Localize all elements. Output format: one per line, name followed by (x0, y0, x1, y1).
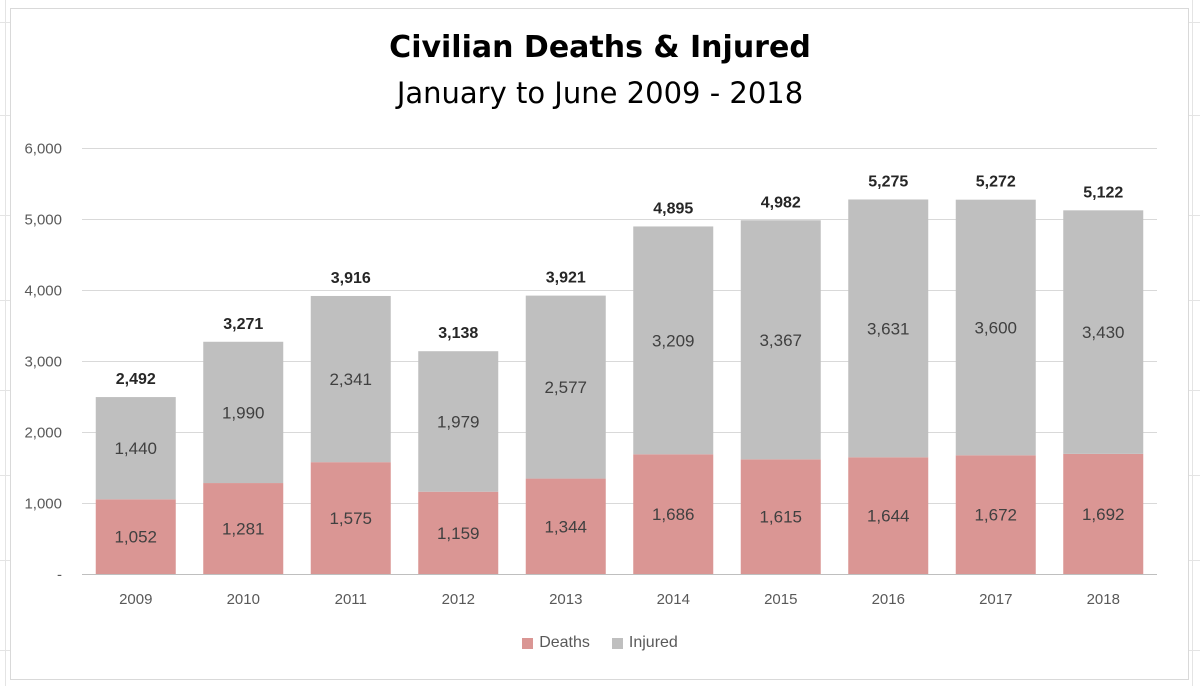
data-label-deaths: 1,615 (759, 508, 802, 527)
total-label: 3,916 (331, 270, 371, 287)
data-label-deaths: 1,692 (1082, 505, 1125, 524)
x-tick-label: 2018 (1087, 591, 1120, 608)
data-label-deaths: 1,344 (544, 517, 587, 536)
y-tick-label: 3,000 (24, 354, 62, 371)
bar-deaths (525, 478, 606, 574)
y-tick-label: 4,000 (24, 283, 62, 300)
data-label-deaths: 1,644 (867, 507, 910, 526)
data-label-deaths: 1,672 (974, 506, 1017, 525)
data-label-deaths: 1,281 (222, 520, 265, 539)
bar-injured (955, 199, 1036, 456)
x-tick-label: 2014 (657, 591, 690, 608)
bar-deaths (848, 457, 929, 574)
data-label-injured: 3,600 (974, 318, 1017, 337)
chart-subtitle: January to June 2009 - 2018 (396, 76, 804, 110)
legend-item-injured: Injured (611, 634, 678, 652)
bar-injured (418, 351, 499, 492)
legend-swatch-deaths (522, 637, 534, 649)
y-tick-label: 6,000 (24, 141, 62, 158)
y-tick-label: - (57, 567, 62, 584)
y-tick-label: 5,000 (24, 212, 62, 229)
data-label-injured: 3,631 (867, 319, 910, 338)
x-tick-label: 2012 (442, 591, 475, 608)
bar-injured (1063, 210, 1144, 454)
bar-injured (310, 295, 391, 463)
x-tick-label: 2013 (549, 591, 582, 608)
x-tick-label: 2009 (119, 591, 152, 608)
bar-deaths (633, 454, 714, 574)
bar-injured (740, 220, 821, 460)
data-label-deaths: 1,575 (329, 509, 372, 528)
data-label-injured: 1,979 (437, 412, 480, 431)
x-tick-label: 2011 (335, 591, 367, 608)
total-label: 5,275 (868, 173, 908, 190)
data-label-deaths: 1,159 (437, 524, 480, 543)
total-label: 3,138 (438, 325, 478, 342)
total-label: 3,921 (546, 270, 586, 287)
data-label-injured: 1,440 (114, 439, 157, 458)
bar-injured (848, 199, 929, 458)
total-label: 3,271 (223, 316, 263, 333)
total-label: 2,492 (116, 371, 156, 388)
bar-deaths (740, 459, 821, 574)
bar-injured (525, 295, 606, 479)
legend-label-injured: Injured (628, 634, 678, 651)
bar-deaths (203, 483, 284, 574)
legend-swatch-injured (611, 637, 623, 649)
total-label: 4,895 (653, 200, 693, 217)
bar-deaths (310, 462, 391, 574)
data-label-injured: 2,577 (544, 378, 587, 397)
data-label-injured: 2,341 (329, 370, 372, 389)
legend: Deaths Injured (0, 634, 1200, 652)
total-label: 4,982 (761, 194, 801, 211)
data-label-deaths: 1,686 (652, 505, 695, 524)
data-label-injured: 3,430 (1082, 323, 1125, 342)
y-tick-label: 2,000 (24, 425, 62, 442)
x-tick-label: 2016 (872, 591, 905, 608)
data-label-injured: 1,990 (222, 403, 265, 422)
bar-injured (95, 397, 176, 500)
data-label-deaths: 1,052 (114, 528, 157, 547)
chart-title: Civilian Deaths & Injured (389, 30, 811, 65)
bar-deaths (418, 491, 499, 574)
bar-deaths (955, 455, 1036, 574)
x-tick-label: 2017 (979, 591, 1012, 608)
y-tick-label: 1,000 (24, 496, 62, 513)
x-tick-label: 2010 (227, 591, 260, 608)
data-label-injured: 3,209 (652, 331, 695, 350)
x-tick-label: 2015 (764, 591, 797, 608)
legend-item-deaths: Deaths (522, 634, 590, 652)
data-label-injured: 3,367 (759, 331, 802, 350)
total-label: 5,272 (976, 174, 1016, 191)
bar-deaths (95, 499, 176, 574)
total-label: 5,122 (1083, 184, 1123, 201)
bar-deaths (1063, 453, 1144, 574)
legend-label-deaths: Deaths (539, 634, 590, 651)
bar-injured (203, 341, 284, 484)
bar-injured (633, 226, 714, 455)
